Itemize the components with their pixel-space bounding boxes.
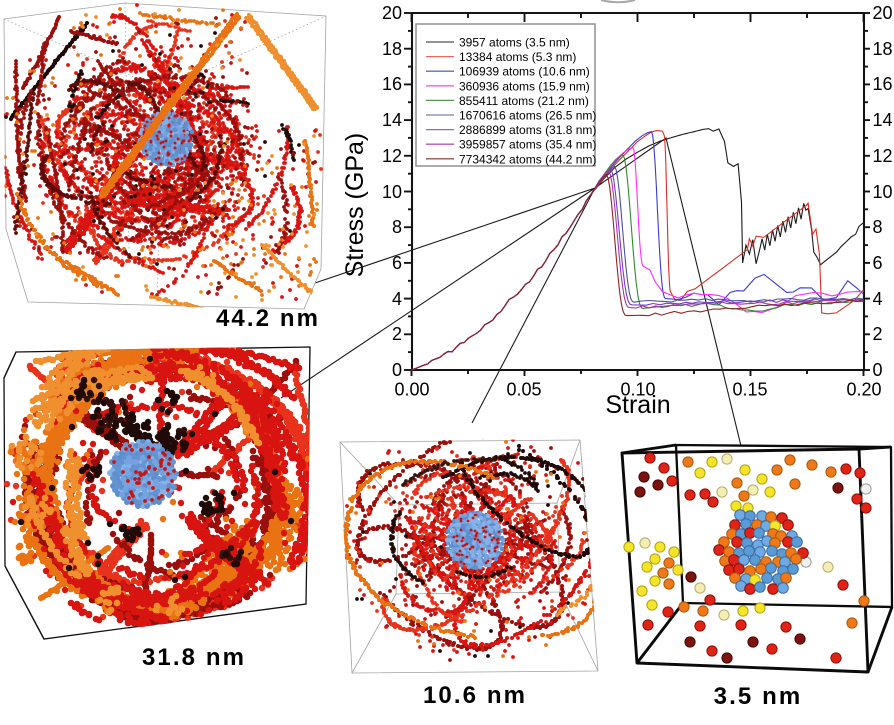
svg-text:0.15: 0.15 [732, 380, 767, 400]
svg-text:8: 8 [873, 217, 883, 237]
svg-text:0: 0 [873, 360, 883, 380]
svg-text:2: 2 [392, 324, 402, 344]
svg-text:20: 20 [873, 3, 893, 23]
svg-text:1670616 atoms (26.5 nm): 1670616 atoms (26.5 nm) [459, 109, 596, 123]
svg-text:3957 atoms (3.5 nm): 3957 atoms (3.5 nm) [459, 36, 570, 50]
svg-text:0.10: 0.10 [620, 380, 655, 400]
svg-text:3.5 nm: 3.5 nm [714, 683, 803, 710]
svg-text:18: 18 [873, 39, 893, 59]
svg-text:31.8 nm: 31.8 nm [142, 644, 246, 671]
svg-text:12: 12 [873, 146, 893, 166]
svg-text:18: 18 [382, 39, 402, 59]
svg-text:10: 10 [382, 182, 402, 202]
svg-text:855411 atoms (21.2 nm): 855411 atoms (21.2 nm) [459, 94, 589, 108]
svg-text:16: 16 [873, 74, 893, 94]
svg-text:16: 16 [382, 74, 402, 94]
svg-text:4: 4 [392, 289, 402, 309]
svg-text:0.20: 0.20 [846, 380, 881, 400]
svg-text:0.05: 0.05 [506, 380, 541, 400]
svg-text:14: 14 [382, 110, 402, 130]
svg-text:44.2 nm: 44.2 nm [216, 305, 320, 332]
svg-text:14: 14 [873, 110, 893, 130]
svg-text:6: 6 [873, 253, 883, 273]
svg-text:Strain: Strain [605, 391, 670, 419]
svg-text:2: 2 [873, 324, 883, 344]
svg-text:4: 4 [873, 289, 883, 309]
svg-text:Stress (GPa): Stress (GPa) [341, 133, 369, 277]
svg-text:12: 12 [382, 146, 402, 166]
svg-text:0.00: 0.00 [394, 380, 429, 400]
svg-text:106939 atoms (10.6 nm): 106939 atoms (10.6 nm) [459, 65, 590, 79]
svg-text:6: 6 [392, 253, 402, 273]
svg-text:10: 10 [873, 182, 893, 202]
svg-text:10.6 nm: 10.6 nm [423, 682, 527, 709]
svg-text:8: 8 [392, 217, 402, 237]
svg-text:0: 0 [392, 360, 402, 380]
svg-text:13384 atoms (5.3 nm): 13384 atoms (5.3 nm) [459, 50, 576, 64]
svg-text:3959857 atoms (35.4 nm): 3959857 atoms (35.4 nm) [459, 138, 596, 152]
svg-text:360936 atoms (15.9 nm): 360936 atoms (15.9 nm) [459, 79, 590, 93]
svg-text:7734342 atoms (44.2 nm): 7734342 atoms (44.2 nm) [459, 152, 596, 166]
svg-text:20: 20 [382, 3, 402, 23]
svg-text:2886899 atoms (31.8 nm): 2886899 atoms (31.8 nm) [459, 123, 596, 137]
